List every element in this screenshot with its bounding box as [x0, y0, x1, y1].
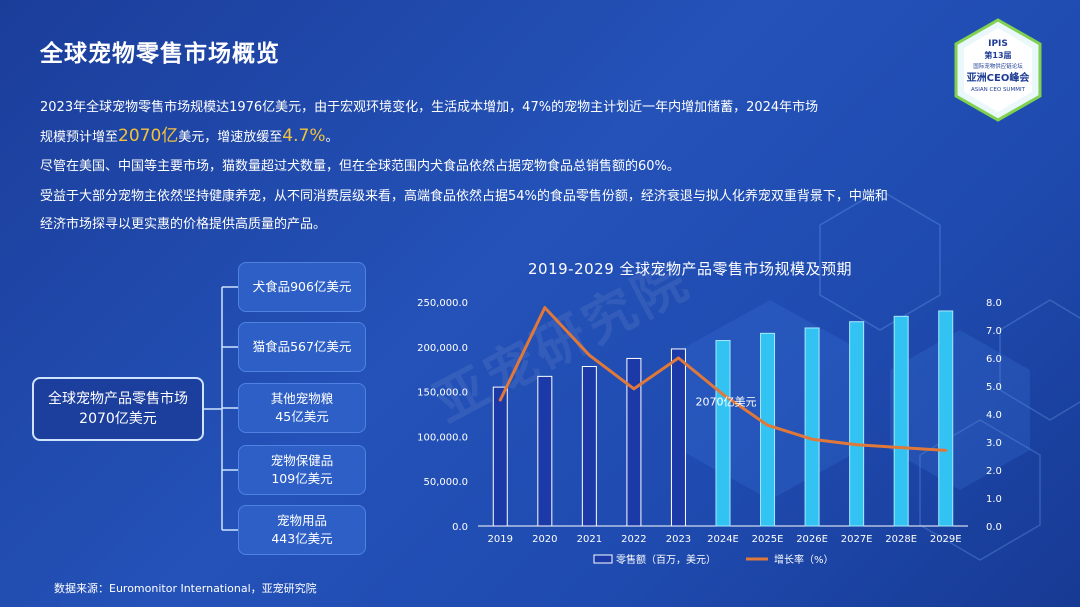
bar — [760, 332, 776, 527]
y-right-tick-label: 4.0 — [986, 410, 1002, 421]
y-right-tick-label: 2.0 — [986, 466, 1002, 477]
data-source: 数据来源：Euromonitor International，亚宠研究院 — [54, 582, 317, 595]
bar — [581, 366, 597, 527]
bar — [804, 327, 820, 527]
text-segment: 美元，增速放缓至 — [178, 130, 283, 145]
segment-label: 宠物保健品 — [270, 453, 334, 468]
summary-paragraph-2: 规模预计增至2070亿美元，增速放缓至4.7%。 — [40, 123, 339, 151]
highlight-growth-rate: 4.7% — [282, 126, 326, 146]
x-tick-label: 2025E — [752, 534, 784, 545]
svg-text:第13届: 第13届 — [984, 50, 1011, 60]
market-total-box: 全球宠物产品零售市场 2070亿美元 — [32, 377, 204, 441]
highlight-market-size: 2070亿 — [118, 126, 179, 146]
text-segment: 规模预计增至 — [40, 130, 119, 145]
growth-rate-point — [543, 306, 547, 310]
growth-rate-point — [810, 437, 814, 441]
y-right-tick-label: 1.0 — [986, 494, 1002, 505]
x-tick-label: 2024E — [707, 534, 739, 545]
market-total-label: 全球宠物产品零售市场 — [48, 391, 188, 407]
summary-paragraph-5: 经济市场探寻以更实惠的价格提供高质量的产品。 — [40, 217, 327, 232]
y-right-tick-label: 5.0 — [986, 382, 1002, 393]
summary-paragraph-1: 2023年全球宠物零售市场规模达1976亿美元，由于宏观环境变化，生活成本增加，… — [40, 100, 819, 115]
segment-value: 443亿美元 — [271, 531, 333, 546]
segment-label: 其他宠物粮 — [270, 391, 334, 406]
segment-pet-health: 宠物保健品 109亿美元 — [238, 445, 366, 495]
chart-annotation: 2070亿美元 — [696, 395, 757, 408]
growth-rate-point — [587, 353, 591, 357]
text-segment: 。 — [325, 130, 339, 145]
segment-pet-supplies: 宠物用品 443亿美元 — [238, 505, 366, 555]
bar — [715, 340, 731, 527]
summary-paragraph-4: 受益于大部分宠物主依然坚持健康养宠，从不同消费层级来看，高端食品依然占据54%的… — [40, 189, 888, 204]
y-left-tick-label: 50,000.0 — [423, 477, 468, 488]
segment-value: 45亿美元 — [275, 409, 329, 424]
y-right-tick-label: 7.0 — [986, 326, 1002, 337]
x-tick-label: 2023 — [666, 534, 691, 545]
growth-rate-point — [944, 448, 948, 452]
svg-text:IPIS: IPIS — [988, 39, 1008, 49]
bar — [670, 348, 686, 527]
segment-value: 109亿美元 — [271, 471, 333, 486]
x-tick-label: 2028E — [885, 534, 917, 545]
growth-rate-point — [766, 423, 770, 427]
growth-rate-point — [855, 443, 859, 447]
y-left-tick-label: 250,000.0 — [417, 298, 468, 309]
segment-dog-food: 犬食品906亿美元 — [238, 262, 366, 312]
x-tick-label: 2019 — [488, 534, 513, 545]
summit-logo: IPIS 第13届 国际宠物供应链论坛 亚洲CEO峰会 ASIAN CEO SU… — [954, 18, 1042, 122]
legend-bar-swatch — [593, 554, 613, 564]
growth-rate-point — [632, 387, 636, 391]
segment-cat-food: 猫食品567亿美元 — [238, 322, 366, 372]
segment-label: 猫食品567亿美元 — [252, 339, 352, 354]
segment-label: 宠物用品 — [276, 513, 327, 528]
x-tick-label: 2021 — [577, 534, 602, 545]
y-left-tick-label: 200,000.0 — [417, 343, 468, 354]
summary-paragraph-3: 尽管在美国、中国等主要市场，猫数量超过犬数量，但在全球范围内犬食品依然占据宠物食… — [40, 159, 680, 174]
growth-rate-point — [498, 398, 502, 402]
growth-rate-point — [721, 392, 725, 396]
x-tick-label: 2027E — [841, 534, 873, 545]
bar — [893, 315, 909, 527]
x-tick-label: 2026E — [796, 534, 828, 545]
segment-other-pet-food: 其他宠物粮 45亿美元 — [238, 383, 366, 433]
bar — [626, 357, 642, 527]
growth-rate-point — [676, 356, 680, 360]
bar — [849, 321, 865, 527]
market-total-value: 2070亿美元 — [79, 411, 157, 427]
bar — [938, 310, 954, 527]
legend-bar-label: 零售额（百万，美元） — [616, 553, 716, 566]
x-tick-label: 2022 — [621, 534, 646, 545]
growth-rate-point — [899, 446, 903, 450]
svg-text:国际宠物供应链论坛: 国际宠物供应链论坛 — [973, 62, 1023, 70]
segment-label: 犬食品906亿美元 — [252, 279, 352, 294]
y-left-tick-label: 150,000.0 — [417, 388, 468, 399]
bar — [537, 375, 553, 527]
svg-text:亚洲CEO峰会: 亚洲CEO峰会 — [967, 71, 1030, 84]
legend-line-label: 增长率（%） — [774, 553, 834, 566]
x-tick-label: 2020 — [532, 534, 557, 545]
bar — [492, 386, 508, 527]
page-title: 全球宠物零售市场概览 — [40, 41, 280, 67]
x-tick-label: 2029E — [930, 534, 962, 545]
y-left-tick-label: 0.0 — [452, 522, 468, 533]
y-right-tick-label: 8.0 — [986, 298, 1002, 309]
y-left-tick-label: 100,000.0 — [417, 432, 468, 443]
y-right-tick-label: 0.0 — [986, 522, 1002, 533]
y-right-tick-label: 6.0 — [986, 354, 1002, 365]
chart-title: 2019-2029 全球宠物产品零售市场规模及预期 — [527, 260, 853, 278]
y-right-tick-label: 3.0 — [986, 438, 1002, 449]
svg-text:ASIAN CEO SUMMIT: ASIAN CEO SUMMIT — [971, 87, 1026, 93]
